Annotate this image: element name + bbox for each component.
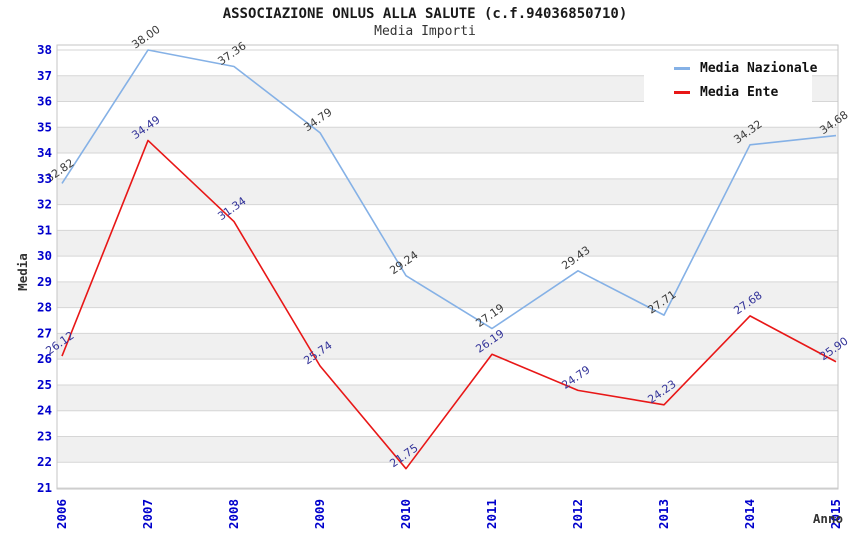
plot-band (57, 384, 838, 411)
legend-label: Media Nazionale (700, 60, 818, 76)
y-tick-label: 26 (37, 351, 52, 366)
plot-band (57, 178, 838, 205)
x-tick-label: 2011 (484, 499, 499, 529)
y-tick-label: 23 (37, 428, 52, 443)
x-tick-label: 2007 (140, 499, 155, 529)
plot-border (56, 44, 839, 490)
series-line-media-ente (61, 139, 837, 470)
y-tick-label: 38 (37, 42, 52, 57)
series-line-media-nazionale (61, 49, 837, 330)
y-tick-label: 29 (37, 274, 52, 289)
legend-label: Media Ente (700, 84, 779, 100)
y-axis-title: Media (15, 253, 30, 291)
x-tick-label: 2013 (656, 499, 671, 529)
legend: Media Nazionale Media Ente (644, 52, 817, 108)
y-tick-label: 30 (37, 248, 52, 263)
value-label: 37.36 (215, 39, 248, 68)
y-tick-label: 32 (37, 197, 52, 212)
y-tick-label: 24 (37, 403, 52, 418)
value-label: 38.00 (129, 23, 162, 52)
legend-entry-media-ente: Media Ente (644, 80, 812, 104)
x-tick-label: 2006 (54, 499, 69, 529)
x-tick-label: 2012 (570, 499, 585, 529)
y-tick-label: 22 (37, 454, 52, 469)
y-tick-label: 33 (37, 171, 52, 186)
plot-band (57, 436, 838, 463)
y-tick-label: 28 (37, 300, 52, 315)
chart-title: ASSOCIAZIONE ONLUS ALLA SALUTE (c.f.9403… (222, 6, 628, 22)
plot-band (57, 281, 838, 308)
plot-band (57, 230, 838, 257)
x-axis-title: Anno (813, 511, 843, 526)
y-tick-label: 27 (37, 325, 52, 340)
legend-entry-media-nazionale: Media Nazionale (644, 56, 817, 80)
y-tick-label: 31 (37, 222, 52, 237)
x-tick-label: 2014 (742, 499, 757, 529)
x-tick-label: 2009 (312, 499, 327, 529)
y-tick-label: 35 (37, 119, 52, 134)
x-tick-label: 2008 (226, 499, 241, 529)
y-tick-label: 36 (37, 94, 52, 109)
legend-line-nazionale-icon (674, 66, 690, 70)
x-tick-label: 2010 (398, 499, 413, 529)
y-tick-label: 34 (37, 145, 52, 160)
y-tick-label: 21 (37, 480, 52, 495)
y-tick-label: 25 (37, 377, 52, 392)
plot-band (57, 127, 838, 154)
plot-band (57, 333, 838, 360)
chart-subtitle: Media Importi (374, 24, 476, 39)
x-tick-label: 2015 (828, 499, 843, 529)
y-tick-label: 37 (37, 68, 52, 83)
legend-line-ente-icon (674, 90, 690, 94)
